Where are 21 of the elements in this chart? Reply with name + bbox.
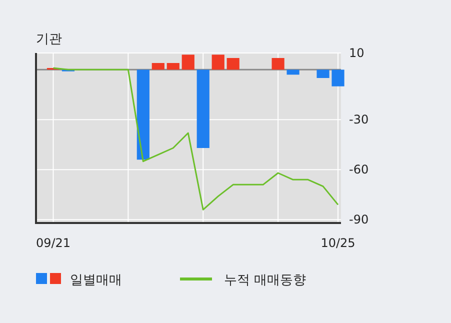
bar [272,58,284,70]
legend-label: 누적 매매동향 [224,273,306,288]
y-tick-label: 10 [349,46,364,60]
bar [136,70,150,160]
y-tick-label: -60 [349,162,369,177]
legend-label: 일별매매 [70,273,122,288]
line-series [52,67,339,210]
bar [226,58,240,70]
y-tick-label: -30 [349,112,369,127]
x-tick-label: 09/21 [36,236,71,250]
bar [286,70,300,75]
bar [182,54,194,70]
y-tick-label: -90 [349,212,369,227]
bar [196,70,210,148]
chart-title: 기관 [36,32,62,47]
bar [332,70,344,86]
bar [212,54,224,70]
bar [166,63,180,70]
x-tick-label: 10/25 [320,236,356,250]
bar [152,63,164,70]
bar [316,70,330,78]
